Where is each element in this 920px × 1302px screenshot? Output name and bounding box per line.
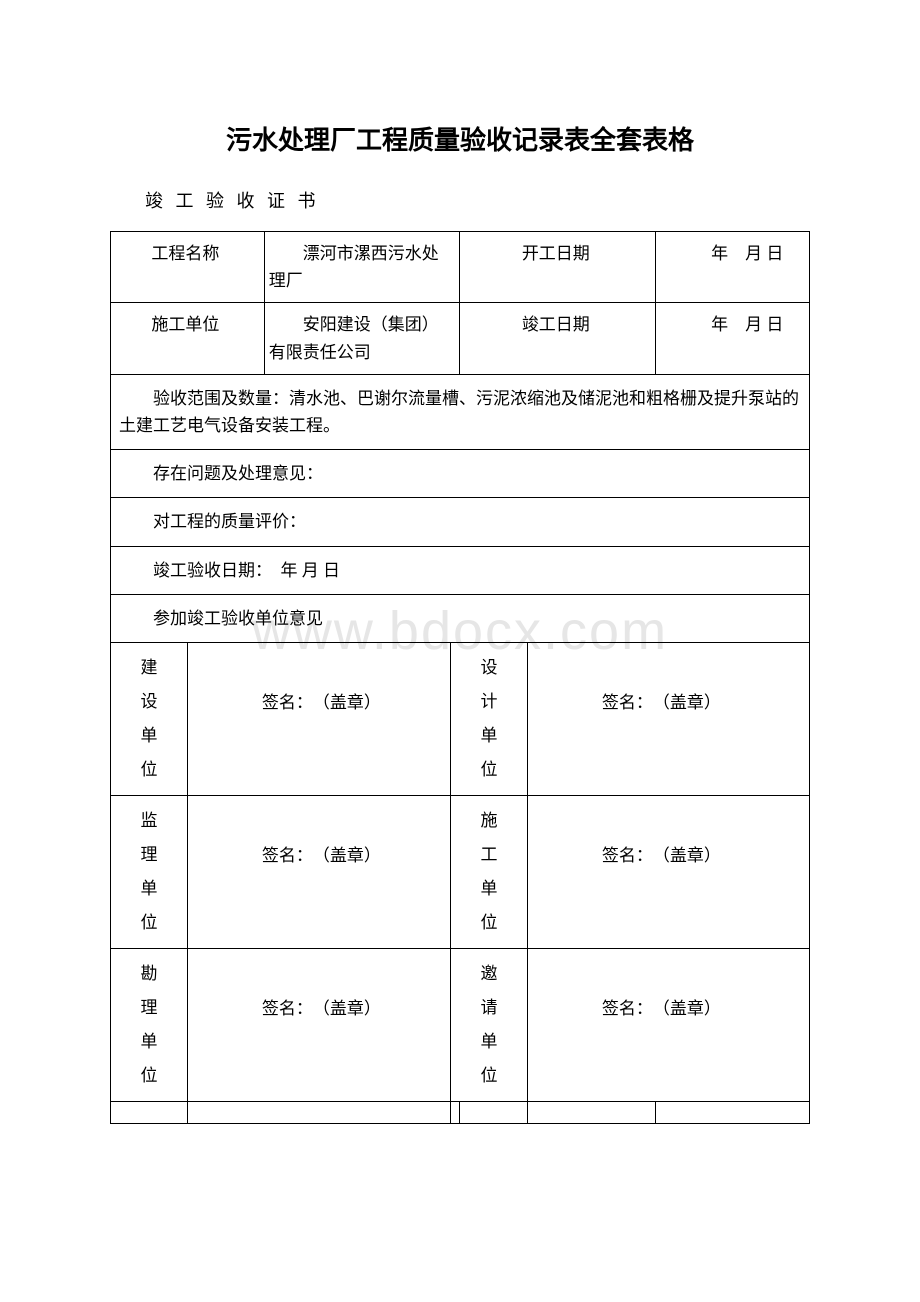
page-title: 污水处理厂工程质量验收记录表全套表格 (110, 120, 810, 157)
label-construction-unit: 施工单位 (111, 303, 265, 374)
unit-label-builder: 施 工 单 位 (451, 795, 528, 948)
table-row: 监 理 单 位 签名： （盖章） 施 工 单 位 签名： （盖章） (111, 795, 810, 948)
sign-cell: 签名： （盖章） (187, 642, 450, 795)
table-row: 勘 理 单 位 签名： （盖章） 邀 请 单 位 签名： （盖章） (111, 948, 810, 1101)
issues: 存在问题及处理意见： (111, 450, 810, 498)
unit-label-invited: 邀 请 单 位 (451, 948, 528, 1101)
empty-cell (656, 1101, 810, 1123)
empty-cell (527, 1101, 655, 1123)
value-construction-unit: 安阳建设（集团）有限责任公司 (264, 303, 460, 374)
acceptance-scope: 验收范围及数量：清水池、巴谢尔流量槽、污泥浓缩池及储泥池和粗格栅及提升泵站的土建… (111, 374, 810, 449)
label-start-date: 开工日期 (460, 232, 656, 303)
table-row: 对工程的质量评价： (111, 498, 810, 546)
subtitle: 竣 工 验 收 证 书 (145, 187, 810, 213)
value-start-date: 年 月 日 (656, 232, 810, 303)
table-row (111, 1101, 810, 1123)
table-row: 验收范围及数量：清水池、巴谢尔流量槽、污泥浓缩池及储泥池和粗格栅及提升泵站的土建… (111, 374, 810, 449)
signature-text: 签名： （盖章） (194, 689, 444, 716)
signature-text: 签名： （盖章） (194, 995, 444, 1022)
label-completion-date: 竣工日期 (460, 303, 656, 374)
table-row: 建 设 单 位 签名： （盖章） 设 计 单 位 签名： （盖章） (111, 642, 810, 795)
unit-label-survey: 勘 理 单 位 (111, 948, 188, 1101)
acceptance-date: 竣工验收日期： 年 月 日 (111, 546, 810, 594)
unit-opinion-header: 参加竣工验收单位意见 (111, 594, 810, 642)
empty-cell (187, 1101, 450, 1123)
sign-cell: 签名： （盖章） (527, 642, 809, 795)
value-project-name: 漂河市漯西污水处理厂 (264, 232, 460, 303)
unit-label-construction: 建 设 单 位 (111, 642, 188, 795)
table-row: 竣工验收日期： 年 月 日 (111, 546, 810, 594)
table-row: 工程名称 漂河市漯西污水处理厂 开工日期 年 月 日 (111, 232, 810, 303)
empty-cell (460, 1101, 527, 1123)
unit-label-design: 设 计 单 位 (451, 642, 528, 795)
sign-cell: 签名： （盖章） (187, 795, 450, 948)
value-completion-date: 年 月 日 (656, 303, 810, 374)
unit-label-supervision: 监 理 单 位 (111, 795, 188, 948)
signature-text: 签名： （盖章） (534, 689, 803, 716)
table-row: 施工单位 安阳建设（集团）有限责任公司 竣工日期 年 月 日 (111, 303, 810, 374)
signature-text: 签名： （盖章） (534, 995, 803, 1022)
sign-cell: 签名： （盖章） (527, 795, 809, 948)
empty-cell (451, 1101, 460, 1123)
signature-text: 签名： （盖章） (534, 842, 803, 869)
empty-cell (111, 1101, 188, 1123)
table-row: 参加竣工验收单位意见 (111, 594, 810, 642)
quality-evaluation: 对工程的质量评价： (111, 498, 810, 546)
label-project-name: 工程名称 (111, 232, 265, 303)
certificate-table: 工程名称 漂河市漯西污水处理厂 开工日期 年 月 日 施工单位 安阳建设（集团）… (110, 231, 810, 1124)
sign-cell: 签名： （盖章） (527, 948, 809, 1101)
sign-cell: 签名： （盖章） (187, 948, 450, 1101)
signature-text: 签名： （盖章） (194, 842, 444, 869)
table-row: 存在问题及处理意见： (111, 450, 810, 498)
